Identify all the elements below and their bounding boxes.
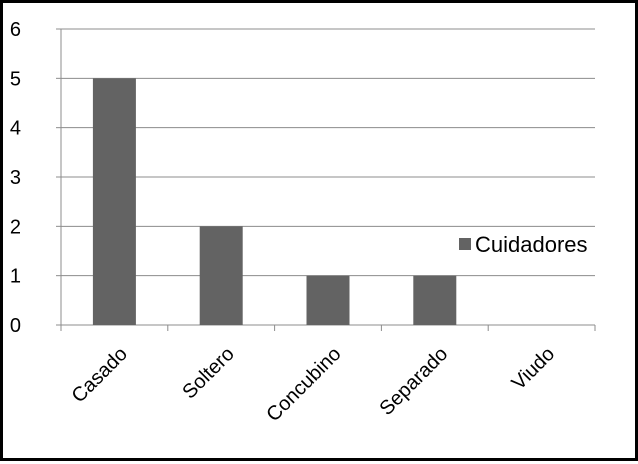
x-tick-label: Soltero [178, 343, 238, 403]
x-tick-labels: Casado Soltero Concubino Separado Viudo [68, 343, 560, 426]
bars [92, 78, 457, 325]
y-tick-label: 2 [10, 216, 21, 238]
bar-concubino [306, 275, 350, 325]
bar-chart: 0 1 2 3 4 5 6 Casado Soltero Concubino Separado Vi… [10, 19, 596, 426]
bar-casado [92, 78, 136, 325]
legend-label: Cuidadores [475, 232, 588, 257]
x-tick-label: Viudo [508, 343, 559, 394]
y-tick-label: 6 [10, 19, 21, 41]
x-tick-label: Separado [375, 343, 452, 420]
x-tick-label: Concubino [262, 343, 345, 426]
y-tick-label: 1 [10, 266, 21, 288]
y-tick-label: 5 [10, 68, 21, 90]
x-tick-label: Casado [68, 343, 132, 407]
y-tick-label: 3 [10, 167, 21, 189]
y-tick-labels: 0 1 2 3 4 5 6 [10, 19, 21, 337]
y-tick-label: 4 [10, 118, 21, 140]
legend: Cuidadores [459, 232, 588, 257]
legend-swatch [459, 238, 471, 250]
bar-soltero [199, 226, 243, 325]
bar-separado [413, 275, 457, 325]
y-tick-label: 0 [10, 315, 21, 337]
gridlines [61, 28, 595, 277]
